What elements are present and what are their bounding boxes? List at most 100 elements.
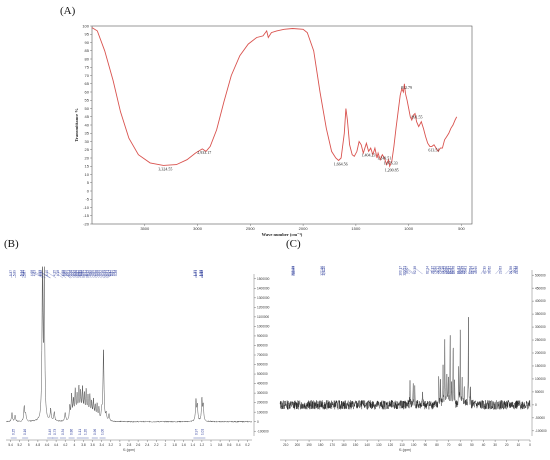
nmr-peak-label: 176.20 xyxy=(322,266,326,276)
nmr-peak-leader xyxy=(14,271,16,279)
nmr-peak-label: 3.48 xyxy=(101,270,105,276)
nmr-peak-leader xyxy=(24,271,26,279)
nmr-peak-label: 3.66 xyxy=(90,270,94,276)
nmr-integral-value: 0.96 xyxy=(93,429,97,435)
nmr-x-tick-label: 30 xyxy=(493,443,497,447)
nmr-peak-leader xyxy=(54,271,64,279)
nmr-peak-label: 21.08 xyxy=(509,266,513,274)
nmr-peak-label: 61.31 xyxy=(456,266,460,274)
nmr-peak-leader xyxy=(472,267,477,275)
ftir-y-tick-label: 25 xyxy=(85,147,90,152)
nmr-peak-label: 100.51 xyxy=(402,266,406,276)
nmr-x-tick-label: 40 xyxy=(482,443,486,447)
nmr-peak-leader xyxy=(451,267,454,275)
nmr-x-tick-label: 5.2 xyxy=(17,443,22,447)
nmr-peak-leader xyxy=(89,271,93,279)
ftir-y-tick-label: 10 xyxy=(85,172,90,177)
nmr-y-tick-label: 0 xyxy=(257,420,259,424)
nmr-x-tick-label: 1.4 xyxy=(191,443,196,447)
ftir-y-tick-label: -15 xyxy=(83,213,90,218)
ftir-y-tick-label: 100 xyxy=(82,23,89,28)
nmr-x-tick-label: 0.2 xyxy=(245,443,250,447)
nmr-peak-leader xyxy=(88,271,91,279)
nmr-peak-label: 3.72 xyxy=(86,270,90,276)
nmr-x-tick-label: 100 xyxy=(411,443,417,447)
nmr-peak-label: 1.31 xyxy=(194,270,198,276)
nmr-x-tick-label: 50 xyxy=(470,443,474,447)
nmr-x-tick-label: 5 xyxy=(28,443,30,447)
ftir-y-tick-label: -10 xyxy=(83,205,90,210)
nmr-peak-label: 5.14 xyxy=(19,270,23,276)
nmr-integral-value: 0.73 xyxy=(53,429,57,435)
ftir-peak-annotation: 1,249.51 xyxy=(377,156,391,162)
nmr-integral-value: 0.97 xyxy=(194,429,198,435)
nmr-peak-label: 3.95 xyxy=(70,270,74,276)
nmr-peak-leader xyxy=(444,267,449,275)
nmr-x-tick-label: 0.4 xyxy=(236,443,241,447)
c-nmr-chart: 5000004500004000003500003000002500002000… xyxy=(279,266,547,452)
nmr-peak-leader xyxy=(77,271,81,279)
nmr-peak-leader xyxy=(40,271,51,279)
nmr-peak-label: 92.38 xyxy=(413,266,417,274)
nmr-peak-label: 5.10 xyxy=(21,270,25,276)
nmr-y-tick-label: 350000 xyxy=(535,312,546,316)
ftir-y-tick-label: 60 xyxy=(85,89,90,94)
nmr-x-tick-label: 0 xyxy=(529,443,531,447)
nmr-peak-leader xyxy=(201,271,203,279)
nmr-y-tick-label: -100000 xyxy=(535,429,547,433)
nmr-peak-label: 53.04 xyxy=(468,266,472,274)
nmr-peak-leader xyxy=(461,267,463,275)
nmr-peak-leader xyxy=(508,267,516,275)
nmr-peak-label: 74.77 xyxy=(436,266,440,274)
ftir-y-tick-label: 50 xyxy=(85,106,90,111)
nmr-x-tick-label: 3.8 xyxy=(81,443,86,447)
nmr-peak-label: 3.28 xyxy=(114,270,118,276)
nmr-y-tick-label: 700000 xyxy=(257,353,268,357)
nmr-peak-leader xyxy=(440,267,445,275)
nmr-x-tick-label: 2.4 xyxy=(145,443,150,447)
nmr-y-tick-label: 100000 xyxy=(535,377,546,381)
nmr-peak-leader xyxy=(293,267,295,275)
nmr-peak-label: 4.01 xyxy=(66,270,70,276)
panel-label-b: (B) xyxy=(4,238,19,250)
nmr-peak-leader xyxy=(39,271,51,279)
ftir-peak-annotation: 613.51 xyxy=(428,147,439,152)
nmr-x-tick-label: 170 xyxy=(330,443,336,447)
ftir-y-tick-label: 80 xyxy=(85,56,90,61)
ftir-peak-annotation: 891.55 xyxy=(412,114,423,119)
nmr-peak-label: 1.21 xyxy=(198,270,202,276)
nmr-y-tick-label: 1400000 xyxy=(257,286,270,290)
nmr-x-tick-label: 150 xyxy=(353,443,359,447)
nmr-peak-leader xyxy=(96,271,101,279)
nmr-peak-leader xyxy=(58,271,67,279)
nmr-spectrum-line xyxy=(5,266,253,423)
nmr-x-tick-label: 4.8 xyxy=(36,443,41,447)
nmr-x-tick-label: 60 xyxy=(458,443,462,447)
nmr-peak-leader xyxy=(470,267,474,275)
nmr-peak-label: 99.07 xyxy=(405,266,409,274)
ftir-chart: 1009590858075706560555045403530252015105… xyxy=(74,23,473,237)
nmr-x-tick-label: 0.6 xyxy=(227,443,232,447)
nmr-y-tick-label: 200000 xyxy=(535,351,546,355)
nmr-peak-leader xyxy=(200,271,202,279)
nmr-x-axis-label: f1 (ppm) xyxy=(123,448,135,452)
nmr-peak-label: 1.19 xyxy=(199,270,203,276)
nmr-peak-leader xyxy=(63,271,71,279)
nmr-peak-leader xyxy=(404,267,414,275)
nmr-x-tick-label: 2.2 xyxy=(154,443,159,447)
nmr-peak-label: 58.43 xyxy=(461,266,465,274)
nmr-y-tick-label: 450000 xyxy=(535,286,546,290)
nmr-x-tick-label: 3.6 xyxy=(90,443,95,447)
nmr-peak-label: 1.18 xyxy=(200,270,204,276)
nmr-peak-leader xyxy=(447,267,451,275)
nmr-x-tick-label: 4.6 xyxy=(45,443,50,447)
nmr-peak-leader xyxy=(437,267,444,275)
ftir-y-tick-label: 45 xyxy=(85,114,90,119)
nmr-peak-leader xyxy=(79,271,82,279)
ftir-peak-annotation: 1,200.85 xyxy=(385,167,399,173)
nmr-integral-value: 0.49 xyxy=(48,429,52,435)
nmr-peak-leader xyxy=(195,271,198,279)
nmr-x-tick-label: 4 xyxy=(73,443,75,447)
ftir-peak-annotation: 1,404.23 xyxy=(361,152,375,158)
nmr-y-tick-label: 1500000 xyxy=(257,277,270,281)
